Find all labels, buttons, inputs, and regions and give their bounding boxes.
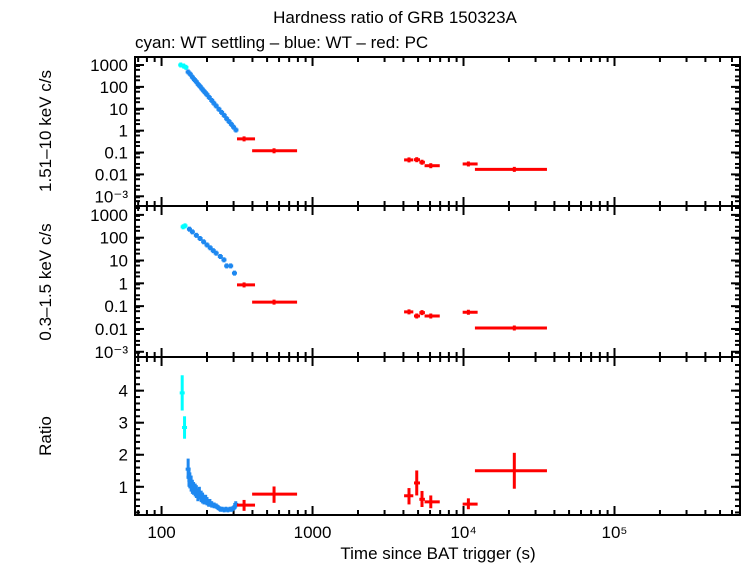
data-point bbox=[474, 325, 547, 331]
middle-panel: 1000 100 10 1 0.1 0.01 10⁻³ bbox=[90, 205, 741, 362]
data-point bbox=[213, 103, 219, 109]
top-panel-y-label: 1.51–10 keV c/s bbox=[36, 70, 55, 192]
y-tick-label: 1000 bbox=[90, 56, 128, 75]
data-point bbox=[201, 239, 207, 245]
y-tick-label: 4 bbox=[119, 382, 128, 401]
y-tick-label: 1 bbox=[119, 478, 128, 497]
data-point bbox=[204, 242, 210, 248]
data-point bbox=[228, 263, 234, 269]
y-tick-label: 10 bbox=[109, 100, 128, 119]
data-point bbox=[414, 157, 421, 163]
data-point bbox=[221, 112, 227, 118]
data-point bbox=[462, 309, 478, 315]
data-point bbox=[424, 313, 440, 319]
data-point bbox=[233, 127, 239, 133]
x-tick-label: 10⁵ bbox=[602, 523, 628, 542]
data-point bbox=[221, 257, 227, 263]
y-tick-label: 1 bbox=[119, 274, 128, 293]
series-wt-settling bbox=[180, 223, 188, 230]
data-point bbox=[404, 309, 414, 315]
data-point bbox=[474, 452, 547, 489]
data-point bbox=[179, 375, 185, 411]
y-tick-label: 10⁻³ bbox=[94, 343, 128, 362]
series-pc bbox=[236, 452, 547, 511]
x-axis-label: Time since BAT trigger (s) bbox=[340, 544, 535, 563]
x-tick-label: 1000 bbox=[294, 523, 332, 542]
data-point bbox=[186, 226, 192, 232]
series-wt bbox=[186, 226, 237, 276]
data-point bbox=[419, 310, 425, 316]
bottom-panel-frame bbox=[134, 356, 741, 516]
data-point bbox=[419, 490, 425, 507]
top-panel: 1000 100 10 1 0.1 0.01 10⁻³ bbox=[90, 56, 741, 207]
series-pc bbox=[236, 282, 547, 331]
bottom-panel-y-label: Ratio bbox=[36, 416, 55, 456]
data-point bbox=[404, 488, 414, 505]
data-point bbox=[193, 232, 199, 238]
data-point bbox=[404, 157, 414, 163]
series-wt bbox=[185, 458, 239, 513]
data-point bbox=[474, 166, 547, 172]
y-tick-label: 1 bbox=[119, 122, 128, 141]
y-tick-label: 10⁻³ bbox=[94, 187, 128, 206]
data-point bbox=[197, 236, 203, 242]
y-tick-label: 0.01 bbox=[95, 165, 128, 184]
series-wt-settling bbox=[179, 375, 188, 439]
data-point bbox=[217, 253, 223, 259]
data-point bbox=[189, 229, 195, 235]
data-point bbox=[462, 161, 478, 167]
data-point bbox=[414, 470, 421, 496]
x-tick-label: 10⁴ bbox=[450, 523, 476, 542]
data-point bbox=[219, 109, 225, 115]
y-tick-label: 0.01 bbox=[95, 320, 128, 339]
y-tick-label: 100 bbox=[100, 229, 128, 248]
y-tick-label: 1000 bbox=[90, 206, 128, 225]
data-point bbox=[424, 163, 440, 169]
data-point bbox=[419, 159, 425, 165]
data-point bbox=[252, 486, 298, 503]
data-point bbox=[414, 313, 421, 319]
data-point bbox=[424, 495, 440, 509]
y-tick-label: 0.1 bbox=[104, 144, 128, 163]
y-tick-label: 0.1 bbox=[104, 297, 128, 316]
series-pc bbox=[236, 136, 547, 172]
data-point bbox=[182, 416, 188, 439]
middle-panel-y-label: 0.3–1.5 keV c/s bbox=[36, 223, 55, 340]
middle-panel-frame bbox=[134, 205, 741, 358]
data-point bbox=[252, 148, 298, 154]
bottom-panel: 1 2 3 4 bbox=[119, 356, 741, 516]
x-tick-label: 100 bbox=[147, 523, 175, 542]
data-point bbox=[182, 223, 188, 229]
series-wt bbox=[185, 69, 239, 133]
series-wt-settling bbox=[178, 62, 189, 70]
data-point bbox=[462, 498, 478, 510]
y-tick-label: 100 bbox=[100, 78, 128, 97]
data-point bbox=[183, 64, 189, 70]
data-point bbox=[213, 250, 219, 256]
chart-title: Hardness ratio of GRB 150323A bbox=[273, 8, 517, 27]
y-tick-label: 3 bbox=[119, 414, 128, 433]
data-point bbox=[236, 499, 256, 511]
data-point bbox=[207, 245, 213, 251]
y-tick-label: 10 bbox=[109, 252, 128, 271]
data-point bbox=[231, 270, 237, 276]
data-point bbox=[252, 299, 298, 305]
y-tick-label: 2 bbox=[119, 446, 128, 465]
top-panel-frame bbox=[134, 56, 741, 207]
data-point bbox=[236, 136, 256, 142]
data-point bbox=[236, 282, 256, 288]
chart-subtitle: cyan: WT settling – blue: WT – red: PC bbox=[135, 33, 428, 52]
data-point bbox=[216, 106, 222, 112]
